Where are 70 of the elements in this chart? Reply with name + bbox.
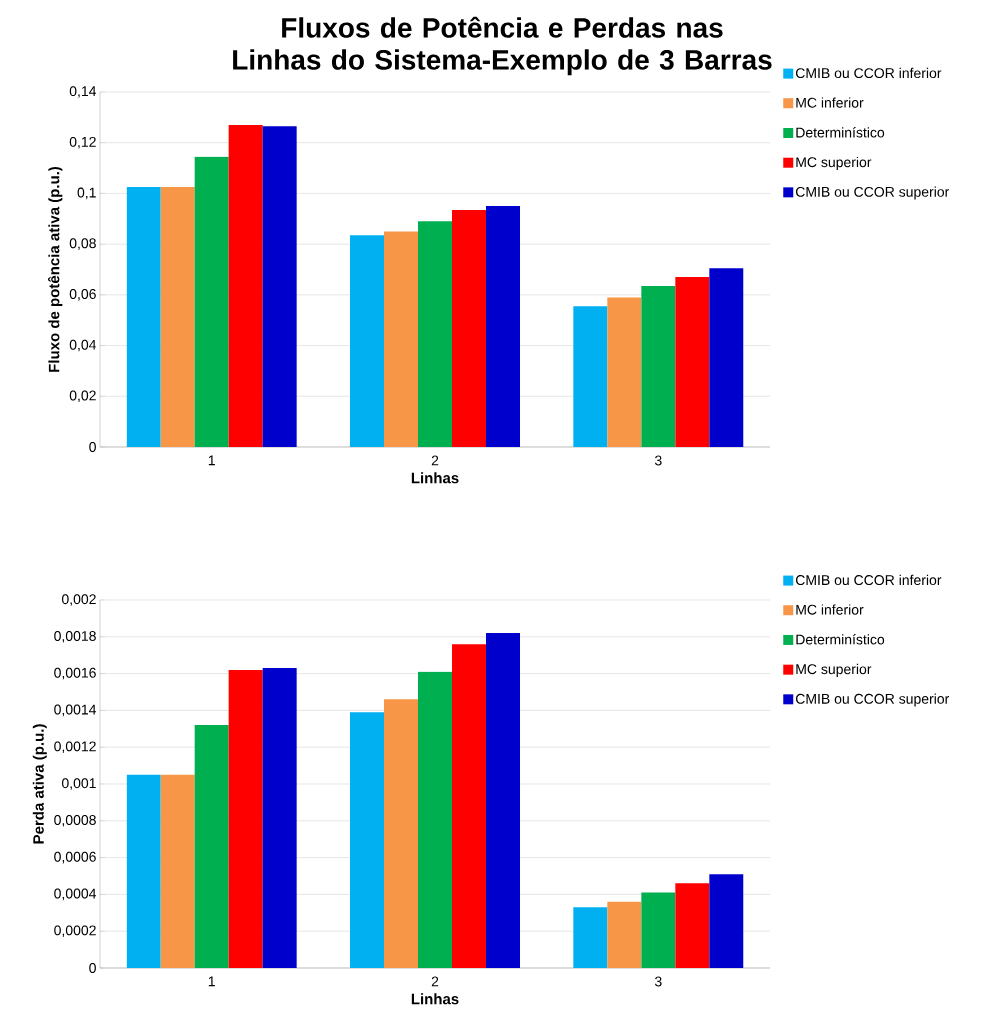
y-tick-label: 0,06 <box>69 289 96 301</box>
bar <box>607 297 642 447</box>
bar <box>384 231 418 447</box>
x-axis-title: Linhas <box>411 993 459 1005</box>
legend-label: MC superior <box>796 156 872 170</box>
x-axis-title: Linhas <box>411 472 459 484</box>
y-tick-label: 0,002 <box>61 594 96 606</box>
y-tick-label: 0,12 <box>69 136 96 149</box>
y-tick-label: 0,08 <box>69 238 96 250</box>
y-tick-label: 0 <box>89 963 96 973</box>
y-tick-label: 0,0012 <box>54 741 96 753</box>
legend-label: CMIB ou CCOR inferior <box>795 574 942 586</box>
bar <box>194 156 229 447</box>
bar <box>709 268 744 447</box>
y-tick-label: 0,1 <box>77 187 96 200</box>
legend-label: MC inferior <box>796 97 864 108</box>
bar <box>641 285 676 447</box>
bar <box>452 644 486 968</box>
y-tick-label: 0,14 <box>69 86 97 98</box>
chart-title: Fluxos de Potência e Perdas nas Linhas do Sistema-Exemplo de 3 Barras <box>233 16 772 76</box>
bar <box>228 124 263 447</box>
x-tick-label: 1 <box>208 976 215 987</box>
bar <box>126 774 161 968</box>
bar <box>675 277 710 447</box>
bar <box>573 306 608 447</box>
x-tick-label: 3 <box>654 976 662 987</box>
y-tick-label: 0,001 <box>61 778 96 790</box>
bar <box>350 712 384 968</box>
bar <box>573 907 608 968</box>
y-tick-label: 0,0004 <box>54 888 97 901</box>
bar <box>418 671 453 968</box>
y-tick-label: 0,02 <box>69 390 96 403</box>
y-tick-label: 0,0002 <box>54 925 96 937</box>
bar <box>709 874 744 968</box>
bar <box>486 633 521 968</box>
legend-label: CMIB ou CCOR superior <box>795 186 950 200</box>
bar <box>160 774 195 968</box>
bar <box>262 126 297 447</box>
y-axis-title: Fluxo de potência ativa (p.u.) <box>48 166 63 372</box>
y-tick-label: 0,0006 <box>54 851 96 864</box>
bar <box>126 187 161 447</box>
x-tick-label: 2 <box>431 455 439 466</box>
bar <box>486 206 521 447</box>
legend-label: Determinístico <box>796 127 885 138</box>
bar <box>228 669 263 968</box>
bar <box>160 187 195 447</box>
legend-label: Determinístico <box>796 634 885 645</box>
y-tick-label: 0,0008 <box>54 815 96 827</box>
x-tick-label: 1 <box>208 455 215 466</box>
legend-label: CMIB ou CCOR inferior <box>795 67 942 79</box>
y-tick-label: 0,0016 <box>54 667 96 680</box>
bar <box>452 209 486 447</box>
bar <box>607 901 642 968</box>
bar <box>384 699 418 968</box>
bar <box>641 892 676 968</box>
bar <box>350 235 384 447</box>
legend-label: CMIB ou CCOR superior <box>795 693 950 707</box>
x-tick-label: 3 <box>654 455 662 466</box>
bar <box>194 725 229 968</box>
bar <box>675 883 710 968</box>
y-tick-label: 0 <box>89 442 96 452</box>
x-tick-label: 2 <box>431 976 439 987</box>
bar <box>418 221 453 447</box>
legend-label: MC inferior <box>796 604 864 615</box>
bar <box>262 668 297 968</box>
y-tick-label: 0,0018 <box>54 631 96 643</box>
y-tick-label: 0,04 <box>69 339 97 352</box>
y-axis-title: Perda ativa (p.u.) <box>32 724 47 844</box>
y-tick-label: 0,0014 <box>54 704 97 717</box>
legend-label: MC superior <box>796 663 872 677</box>
